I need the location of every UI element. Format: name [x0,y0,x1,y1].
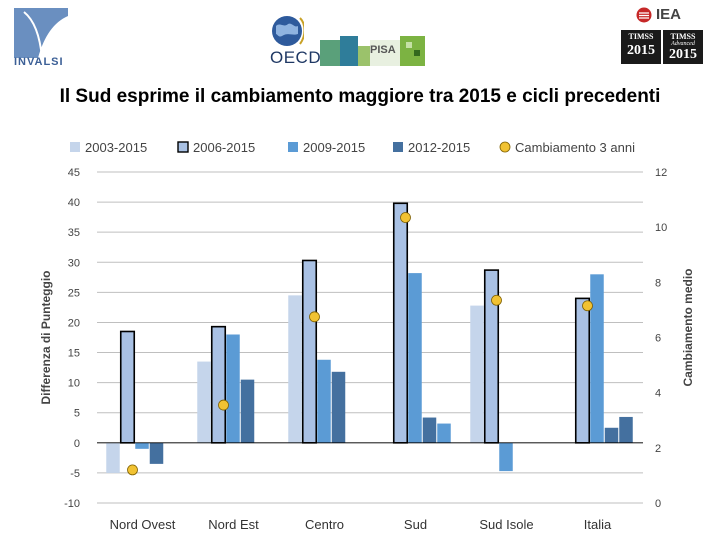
y2-tick-label: 4 [655,388,661,400]
oecd-globe-icon [272,16,304,46]
legend-label: 2009-2015 [303,140,365,155]
chart-title: Il Sud esprime il cambiamento maggiore t… [59,86,661,107]
legend-label: 2006-2015 [193,140,255,155]
category-label: Centro [305,517,344,532]
y-tick-label: 35 [68,227,80,239]
y-axis-title: Differenza di Punteggio [39,270,53,404]
marker-cambiamento-sud-isole [491,294,502,306]
y-tick-label: 15 [68,348,80,360]
oecd-pisa-logo: OECD PISA [270,14,425,67]
y-tick-label: 10 [68,378,80,390]
timss-badge: TIMSS 2015 [621,30,661,64]
legend-swatch [177,141,189,153]
pisa-logo-icon [320,36,425,66]
y-tick-label: 25 [68,287,80,299]
y-tick-label: 5 [74,408,80,420]
y-tick-label: 30 [68,257,80,269]
oecd-logo-text: OECD [270,48,322,67]
y2-tick-label: 2 [655,443,661,455]
bar-2012-2015-sud [422,417,437,443]
bar-2012-2015-nord-ovest [149,442,164,464]
legend-swatch [70,142,80,152]
bar-2006-2015-italia [574,297,591,444]
marker-cambiamento-italia [582,300,593,312]
header-logos: INVALSI OECD PISA IEA TIMSS 2015 TIMSS [0,0,720,80]
bar-2003-2015-centro [288,295,302,443]
category-label: Italia [584,517,612,532]
bar-2012-2015-italia [604,427,619,443]
iea-logo-icon [636,7,652,23]
bar-2006-2015-nord-est [210,325,227,444]
category-label: Nord Est [208,517,259,532]
bar-2012-2015-nord-est [240,379,255,443]
bar-2009-2015-centro [317,359,331,443]
invalsi-logo-text: INVALSI [14,56,64,68]
y-tick-label: 20 [68,317,80,329]
y2-tick-label: 12 [655,167,667,179]
bar-2009-2015-nord-est [226,334,240,443]
y-tick-label: 0 [74,438,80,450]
bar-2009-2015-sud-isole [499,442,513,472]
category-label: Sud Isole [479,517,533,532]
bar-2012-2015-centro [331,371,346,443]
category-label: Nord Ovest [110,517,176,532]
invalsi-logo-icon [14,8,68,59]
iea-logo-text: IEA [656,6,682,23]
bar-2009-2015-sud [408,273,422,443]
y-tick-label: 40 [68,197,80,209]
timss-advanced-badge: TIMSS Advanced 2015 [663,30,703,64]
bar-2006-2015-centro [301,259,318,444]
bar-2003-2015-nord-est [197,361,211,443]
legend-swatch [499,141,511,153]
bar-2009-2015-italia [590,274,604,443]
bar-2003-2015-nord-ovest [106,442,120,473]
pisa-logo-text: PISA [370,44,396,56]
legend-label: 2003-2015 [85,140,147,155]
bar-2003-2015-sud-isole [470,305,484,443]
y-tick-label: 45 [68,167,80,179]
marker-cambiamento-nord-ovest [127,464,138,476]
bar-extra-sud [437,423,451,443]
y2-tick-label: 6 [655,333,661,345]
y2-axis-title: Cambiamento medio [681,268,695,386]
y-tick-label: -5 [70,468,80,480]
y2-tick-label: 8 [655,277,661,289]
y2-tick-label: 0 [655,498,661,510]
bar-extra-italia [619,416,633,443]
marker-cambiamento-centro [309,311,320,323]
y2-tick-label: 10 [655,222,667,234]
category-label: Sud [404,517,427,532]
bar-2006-2015-nord-ovest [119,330,136,444]
legend-swatch [288,142,298,152]
y-tick-label: -10 [64,498,80,510]
marker-cambiamento-nord-est [218,399,229,411]
bar-2006-2015-sud [392,202,409,444]
bar-2009-2015-nord-ovest [135,442,149,449]
legend-label: 2012-2015 [408,140,470,155]
legend-swatch [393,142,403,152]
marker-cambiamento-sud [400,212,411,223]
legend-label: Cambiamento 3 anni [515,140,635,155]
